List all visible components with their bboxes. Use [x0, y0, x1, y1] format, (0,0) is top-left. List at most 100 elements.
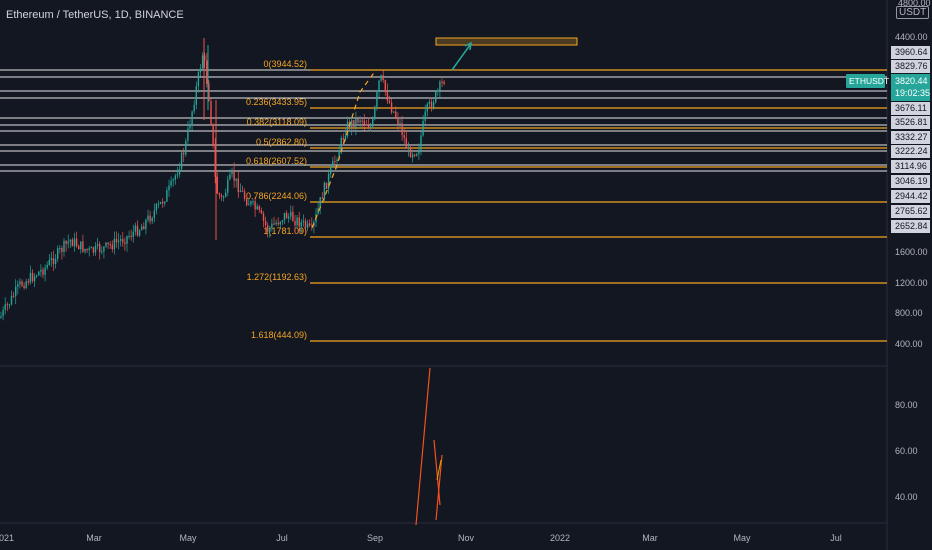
candle-body — [170, 180, 172, 186]
candle-body — [57, 248, 59, 260]
indicator-line — [415, 367, 431, 526]
time-axis-label: Jul — [830, 533, 842, 543]
candle-body — [157, 203, 160, 205]
candle-body — [355, 118, 357, 128]
candle-body — [193, 104, 195, 112]
time-axis-label: Sep — [367, 533, 383, 543]
candle-body — [36, 275, 38, 277]
candle-body — [218, 193, 221, 196]
candle-body — [292, 211, 294, 222]
time-axis-label: May — [179, 533, 197, 543]
candle-body — [96, 244, 99, 246]
candle-body — [63, 240, 65, 252]
candle-body — [42, 269, 44, 275]
candle-body — [222, 196, 225, 198]
candle-body — [176, 174, 179, 176]
candle-body — [88, 248, 90, 251]
candle-body — [54, 259, 57, 265]
price-level-box-label: 3526.81 — [895, 117, 928, 127]
candle-body — [31, 272, 34, 282]
candle-body — [323, 182, 326, 199]
price-level-box — [891, 102, 930, 115]
candle-body — [237, 178, 239, 193]
candle-body — [231, 170, 233, 175]
candle-body — [111, 244, 113, 250]
candle-body — [52, 258, 55, 265]
candle-body — [38, 271, 40, 276]
price-axis[interactable]: 4400.00 1600.00 1200.00 800.00 400.00 4800.00… — [846, 0, 932, 550]
candle-body — [82, 241, 84, 252]
candle-body — [424, 111, 426, 121]
candle-body — [353, 120, 355, 128]
candle-body — [302, 220, 305, 223]
candle-body — [283, 212, 286, 221]
time-axis-label: 2021 — [0, 533, 14, 543]
price-level-box-label: 2944.42 — [895, 191, 928, 201]
indicator-line — [435, 454, 443, 521]
currency-unit-badge[interactable]: USDT — [896, 6, 930, 19]
candle-body — [227, 179, 229, 193]
candle-body — [189, 124, 191, 129]
candle-body — [246, 198, 248, 206]
candle-body — [128, 235, 130, 237]
candle-body — [267, 225, 269, 232]
candle-body — [250, 201, 252, 205]
candle-body — [46, 264, 48, 268]
candle-body — [426, 103, 428, 112]
candle-body — [279, 221, 281, 225]
candle-body — [439, 81, 441, 91]
candle-body — [414, 154, 416, 156]
candle-body — [435, 90, 437, 103]
candle-body — [155, 204, 158, 211]
time-axis[interactable]: 2021 Mar May Jul Sep Nov 2022 Mar May Jul — [0, 533, 842, 543]
candle-body — [117, 240, 120, 243]
horizontal-lines — [0, 0, 888, 550]
candle-body — [361, 120, 363, 122]
candle-body — [27, 281, 29, 283]
candle-body — [25, 281, 27, 289]
price-level-box-label: 3114.96 — [895, 161, 927, 171]
fibonacci-levels[interactable]: 0(3944.52) 0.236(3433.95) 0.382(3118.09) 0.… — [246, 59, 887, 342]
price-tick-label: 1200.00 — [895, 278, 928, 288]
candle-body — [344, 136, 347, 140]
candle-body — [252, 201, 254, 203]
time-axis-label: Mar — [86, 533, 102, 543]
price-tick-label: 4400.00 — [895, 32, 928, 42]
candle-body — [132, 231, 134, 237]
candle-body — [378, 80, 380, 93]
candle-body — [390, 102, 393, 113]
indicator-tick-label: 60.00 — [895, 446, 918, 456]
candle-body — [168, 185, 170, 191]
candle-body — [174, 175, 176, 180]
candle-body — [153, 210, 155, 218]
candle-body — [409, 147, 412, 158]
candle-body — [197, 72, 200, 87]
candle-body — [210, 101, 212, 124]
candle-body — [311, 225, 313, 227]
candle-body — [405, 137, 407, 149]
candle-body — [33, 276, 36, 282]
candle-body — [94, 245, 97, 253]
candle-body — [23, 285, 25, 289]
candle-body — [109, 244, 111, 246]
candle-body — [21, 281, 23, 286]
candle-body — [187, 128, 189, 142]
candle-body — [6, 304, 8, 306]
candle-body — [120, 239, 122, 241]
candle-body — [180, 152, 183, 170]
candle-body — [59, 248, 61, 250]
candle-body — [159, 201, 162, 204]
candle-body — [147, 215, 149, 220]
candle-body — [149, 215, 151, 222]
candle-body — [441, 81, 443, 83]
candle-body — [105, 242, 107, 247]
price-level-box — [891, 205, 930, 218]
candle-body — [430, 101, 433, 108]
chart-title[interactable]: Ethereum / TetherUS, 1D, BINANCE — [6, 9, 184, 21]
drawing-annotations[interactable] — [311, 37, 578, 229]
price-tick-label: 800.00 — [895, 308, 923, 318]
candle-body — [19, 281, 21, 285]
candle-body — [107, 242, 109, 245]
candle-body — [281, 220, 284, 222]
